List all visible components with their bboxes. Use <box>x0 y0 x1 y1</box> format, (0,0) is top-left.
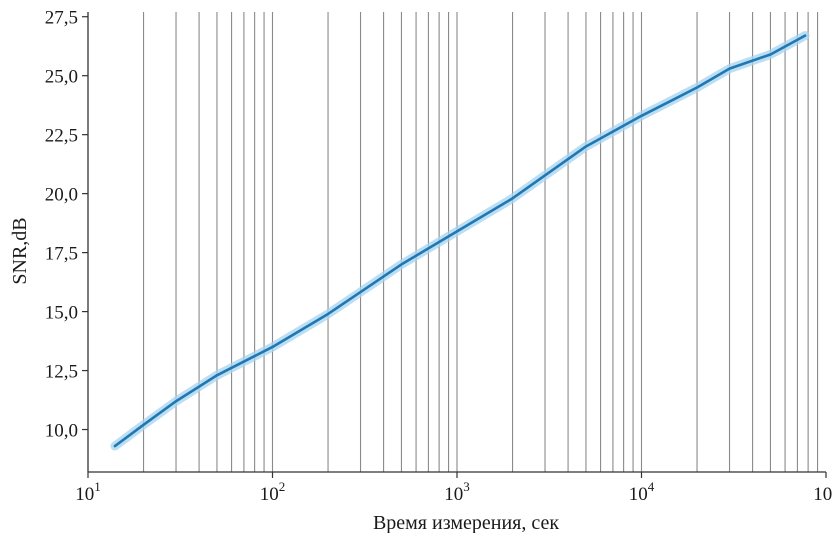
axes-layer <box>82 12 827 478</box>
series-confidence-band <box>110 31 810 451</box>
x-tick-label: 101 <box>75 479 101 505</box>
y-tick-label: 27,5 <box>45 8 78 29</box>
x-axis-label: Время измерения, сек <box>373 512 559 533</box>
y-tick-label: 22,5 <box>45 126 78 147</box>
x-tick-label: 103 <box>444 479 470 505</box>
y-tick-label: 20,0 <box>45 185 78 206</box>
y-tick-label: 10,0 <box>45 421 78 442</box>
series-line <box>113 34 807 448</box>
y-tick-label: 12,5 <box>45 362 78 383</box>
grid-layer <box>142 12 819 472</box>
y-tick-label: 17,5 <box>45 244 78 265</box>
x-tick-label: 104 <box>629 479 655 505</box>
y-axis-label: SNR,dB <box>9 217 31 284</box>
x-tick-label: 105 <box>813 479 832 505</box>
x-tick-label: 102 <box>260 479 286 505</box>
y-tick-label: 25,0 <box>45 67 78 88</box>
y-tick-label: 15,0 <box>45 303 78 324</box>
labels-layer: SNR,dB Время измерения, сек 10,0 12,5 15,0… <box>9 8 832 534</box>
series-layer <box>110 31 810 451</box>
